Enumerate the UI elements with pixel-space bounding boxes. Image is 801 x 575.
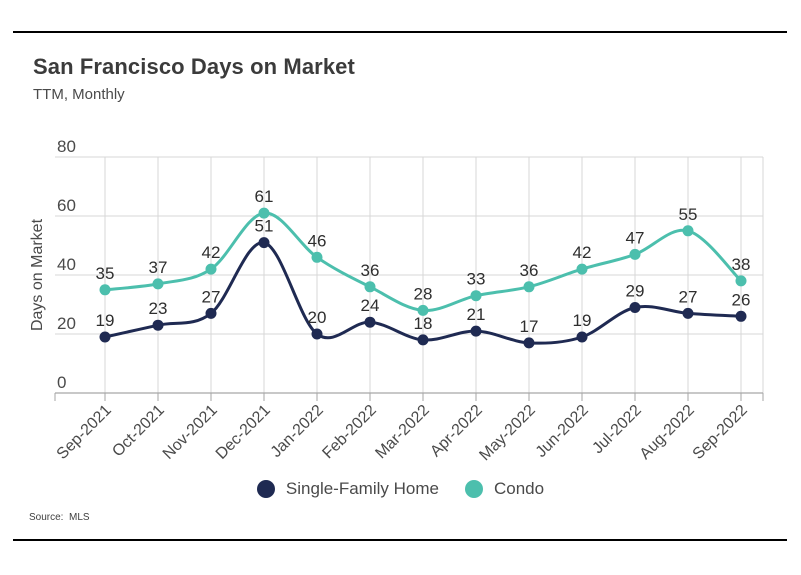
y-tick-label: 0 (57, 373, 66, 392)
x-tick-label: Jan-2022 (268, 402, 327, 461)
series-marker-0 (311, 328, 323, 340)
data-label: 23 (149, 299, 168, 318)
y-tick-label: 20 (57, 314, 76, 333)
series-marker-1 (682, 225, 694, 237)
data-label: 27 (202, 287, 221, 306)
data-label: 35 (96, 264, 115, 283)
series-marker-0 (258, 237, 270, 249)
data-label: 61 (255, 187, 274, 206)
series-marker-0 (735, 310, 747, 322)
data-label: 19 (573, 311, 592, 330)
series-marker-0 (152, 319, 164, 331)
x-tick-label: Nov-2021 (160, 402, 221, 463)
data-label: 28 (414, 284, 433, 303)
series-marker-1 (364, 281, 376, 293)
data-label: 19 (96, 311, 115, 330)
condo-swatch-icon (464, 480, 483, 498)
single-family-home-swatch-icon (256, 480, 275, 498)
series-marker-0 (629, 302, 641, 313)
series-marker-0 (417, 334, 429, 346)
series-marker-1 (205, 263, 217, 275)
legend-item-condo: Condo (464, 479, 545, 499)
top-rule (13, 31, 787, 33)
legend-label-condo: Condo (493, 479, 545, 498)
y-tick-label: 40 (57, 255, 76, 274)
data-label: 29 (626, 282, 645, 301)
series-marker-0 (523, 337, 535, 349)
series-marker-1 (470, 290, 482, 302)
data-label: 42 (573, 243, 592, 262)
data-label: 55 (679, 205, 698, 224)
data-label: 36 (520, 261, 539, 280)
data-label: 18 (414, 314, 433, 333)
x-tick-label: Sep-2021 (54, 402, 115, 463)
x-tick-label: Jul-2022 (589, 402, 644, 457)
series-marker-1 (417, 304, 429, 316)
series-marker-0 (470, 325, 482, 337)
series-marker-1 (523, 281, 535, 293)
data-label: 36 (361, 261, 380, 280)
x-tick-label: Sep-2022 (690, 402, 751, 463)
series-marker-1 (258, 207, 270, 219)
legend: Single-Family Home Condo (0, 479, 801, 499)
series-marker-1 (99, 284, 111, 296)
x-tick-label: May-2022 (476, 402, 538, 464)
series-marker-0 (205, 307, 217, 319)
data-label: 37 (149, 258, 168, 277)
x-tick-label: Jun-2022 (533, 402, 592, 461)
series-marker-0 (576, 331, 588, 343)
series-marker-1 (629, 248, 641, 260)
data-label: 42 (202, 243, 221, 262)
chart-subtitle: TTM, Monthly (33, 86, 125, 103)
series-marker-1 (311, 251, 323, 263)
series-marker-1 (735, 275, 747, 287)
series-marker-0 (682, 307, 694, 319)
data-label: 26 (732, 290, 751, 309)
series-marker-1 (152, 278, 164, 290)
series-marker-0 (99, 331, 111, 343)
chart-title: San Francisco Days on Market (33, 54, 355, 79)
legend-label-single-family-home: Single-Family Home (285, 479, 439, 498)
data-label: 24 (361, 296, 380, 315)
x-tick-label: Mar-2022 (372, 402, 433, 463)
data-label: 20 (308, 308, 327, 327)
y-tick-label: 80 (57, 137, 76, 156)
data-label: 27 (679, 287, 698, 306)
x-tick-label: Aug-2022 (637, 402, 698, 463)
x-tick-label: Feb-2022 (319, 402, 380, 463)
data-label: 46 (308, 231, 327, 250)
y-tick-label: 60 (57, 196, 76, 215)
data-label: 33 (467, 270, 486, 289)
data-label: 21 (467, 305, 486, 324)
x-tick-label: Dec-2021 (213, 402, 274, 463)
data-label: 51 (255, 217, 274, 236)
source-note: Source: MLS (29, 512, 90, 523)
data-label: 38 (732, 255, 751, 274)
data-label: 47 (626, 228, 645, 247)
y-axis-label: Days on Market (29, 218, 46, 331)
series-marker-0 (364, 316, 376, 328)
series-marker-1 (576, 263, 588, 275)
bottom-rule (13, 539, 787, 541)
legend-item-single-family-home: Single-Family Home (256, 479, 439, 499)
data-label: 17 (520, 317, 539, 336)
